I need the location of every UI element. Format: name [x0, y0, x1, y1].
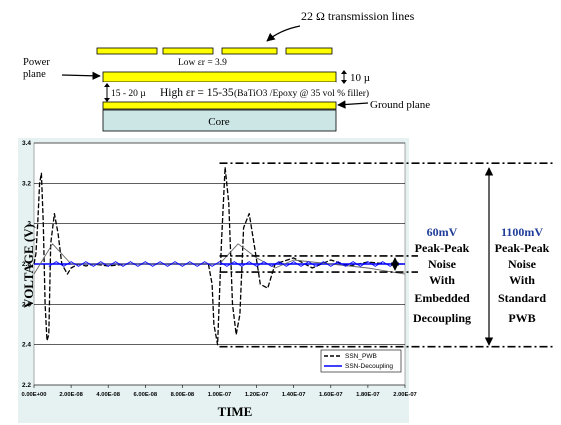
- left-annotation-line-3: With: [429, 273, 455, 287]
- thickness-10-arrow-up: [341, 70, 347, 74]
- transmission-line-1: [96, 47, 158, 55]
- x-tick-label-3: 6.00E-08: [134, 392, 158, 398]
- voltage-chart: 2.2 2.4 2.6 2.8 3 3.2 3.4 0.00E+00 2.00E-08 4.00…: [18, 138, 555, 423]
- x-tick-label-8: 1.60E-07: [319, 392, 343, 398]
- x-tick-label-4: 8.00E-08: [171, 392, 195, 398]
- x-tick-label-0: 0.00E+00: [22, 392, 47, 398]
- y-tick-label-1: 2.4: [22, 342, 31, 349]
- core-label: Core: [208, 116, 230, 128]
- power-plane-arrow: [61, 71, 101, 80]
- y-tick-label-4: 3: [27, 221, 31, 228]
- transmission-line-2: [162, 47, 214, 55]
- right-annotation-line-1: Peak-Peak: [495, 241, 550, 255]
- y-axis-label: VOLTAGE (V): [21, 224, 36, 308]
- x-axis-label: TIME: [218, 404, 253, 419]
- power-plane: [102, 71, 337, 83]
- right-annotation-line-5: PWB: [508, 311, 535, 325]
- legend-label-decoupling: SSN-Decoupling: [345, 363, 393, 370]
- reference-lines: [219, 162, 555, 348]
- y-tick-label-2: 2.6: [22, 301, 31, 308]
- power-plane-label-line1: Power: [23, 57, 50, 68]
- left-annotation-value: 60mV: [427, 225, 458, 239]
- left-annotation-line-4: Embedded: [414, 291, 470, 305]
- x-tick-label-2: 4.00E-08: [96, 392, 120, 398]
- right-annotation-line-2: Noise: [508, 257, 537, 271]
- dielectric-thickness-label: 15 - 20 µ: [111, 89, 146, 99]
- y-tick-label-5: 3.2: [22, 180, 31, 187]
- right-annotation-line-3: With: [509, 273, 535, 287]
- series-lines: [33, 166, 406, 346]
- stackup-diagram: 22 Ω transmission lines Low εr = 3.9 Pow…: [23, 9, 430, 132]
- gridlines: [33, 142, 406, 388]
- ground-plane-arrow: [337, 100, 369, 109]
- x-tick-label-10: 2.00E-07: [393, 392, 417, 398]
- y-tick-label-3: 2.8: [22, 261, 31, 268]
- legend-label-pwb: SSN_PWB: [345, 353, 377, 360]
- y-tick-label-0: 2.2: [22, 382, 31, 389]
- left-annotation-line-1: Peak-Peak: [415, 241, 470, 255]
- low-er-label: Low εr = 3.9: [178, 58, 227, 68]
- tline-arrow: [266, 25, 301, 42]
- y-tick-labels: 2.2 2.4 2.6 2.8 3 3.2 3.4: [22, 140, 31, 389]
- ground-plane-label: Ground plane: [370, 99, 430, 111]
- ground-plane: [102, 101, 337, 110]
- transmission-line-3: [221, 47, 278, 55]
- left-annotation-line-5: Decoupling: [413, 311, 471, 325]
- x-tick-label-6: 1.20E-07: [245, 392, 269, 398]
- series-line-decoupling-ripple: [48, 261, 398, 267]
- high-er-label: High εr = 15-35: [160, 87, 234, 99]
- power-plane-label-line2: plane: [23, 69, 46, 80]
- x-tick-labels: 0.00E+00 2.00E-08 4.00E-08 6.00E-08 8.00E-08…: [22, 392, 417, 398]
- annotations: 60mV Peak-Peak Noise With Embedded Decou…: [413, 225, 550, 325]
- thickness-10-arrow-down: [341, 80, 347, 84]
- thickness-10-label: 10 µ: [350, 72, 370, 84]
- series-line-ripple: [33, 243, 406, 275]
- x-tick-label-9: 1.80E-07: [356, 392, 380, 398]
- legend: SSN_PWB SSN-Decoupling: [320, 349, 402, 373]
- series-line-ssn-pwb: [33, 166, 405, 346]
- tline-label: 22 Ω transmission lines: [301, 9, 415, 23]
- x-tick-label-5: 1.00E-07: [208, 392, 232, 398]
- core-layer: [102, 109, 337, 132]
- left-annotation-line-2: Noise: [428, 257, 457, 271]
- dielectric-arrow-up: [104, 83, 110, 87]
- right-annotation-value: 1100mV: [501, 225, 543, 239]
- x-tick-label-7: 1.40E-07: [282, 392, 306, 398]
- filler-label: (BaTiO3 /Epoxy @ 35 vol % filler): [234, 88, 369, 99]
- dielectric-arrow-down: [104, 98, 110, 102]
- right-annotation-line-4: Standard: [498, 291, 546, 305]
- y-tick-label-6: 3.4: [22, 140, 31, 147]
- transmission-line-4: [285, 47, 333, 55]
- dielectric-layer: [103, 82, 336, 102]
- x-tick-label-1: 2.00E-08: [59, 392, 83, 398]
